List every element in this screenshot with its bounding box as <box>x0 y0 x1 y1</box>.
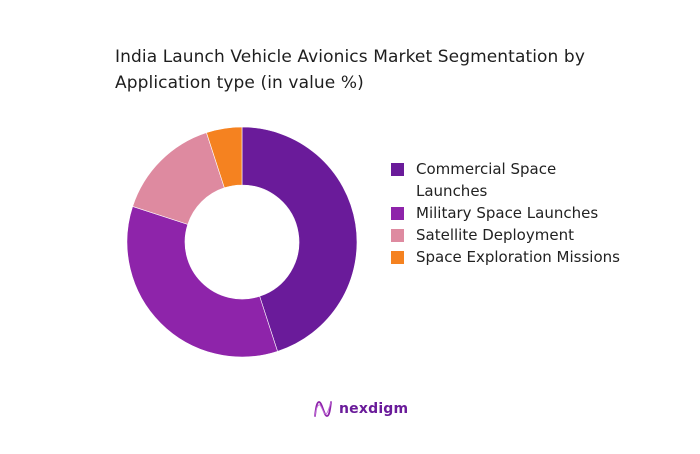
donut-slice-commercial-space-launches <box>241 126 358 352</box>
donut-slices <box>126 126 358 358</box>
brand-name: nexdigm <box>339 401 409 417</box>
legend-label: Space Exploration Missions <box>416 248 620 266</box>
legend-swatch <box>391 229 404 242</box>
legend-item-military: Military Space Launches <box>391 202 651 224</box>
legend-item-exploration: Space Exploration Missions <box>391 246 651 268</box>
legend-swatch <box>391 207 404 220</box>
legend-swatch <box>391 163 404 176</box>
donut-slice-space-exploration-missions <box>206 126 243 189</box>
chart-title: India Launch Vehicle Avionics Market Seg… <box>115 47 585 93</box>
brand-footer: nexdigm <box>313 399 408 419</box>
legend-label: Satellite Deployment <box>416 226 574 244</box>
legend-item-satellite: Satellite Deployment <box>391 224 651 246</box>
chart-legend: Commercial Space Launches Military Space… <box>391 158 651 268</box>
legend-swatch <box>391 251 404 264</box>
legend-label: Commercial Space Launches <box>416 160 557 200</box>
legend-label: Military Space Launches <box>416 204 599 222</box>
legend-item-commercial: Commercial Space Launches <box>391 158 651 202</box>
nexdigm-logo-icon <box>314 401 332 417</box>
donut-slice-military-space-launches <box>126 206 278 358</box>
